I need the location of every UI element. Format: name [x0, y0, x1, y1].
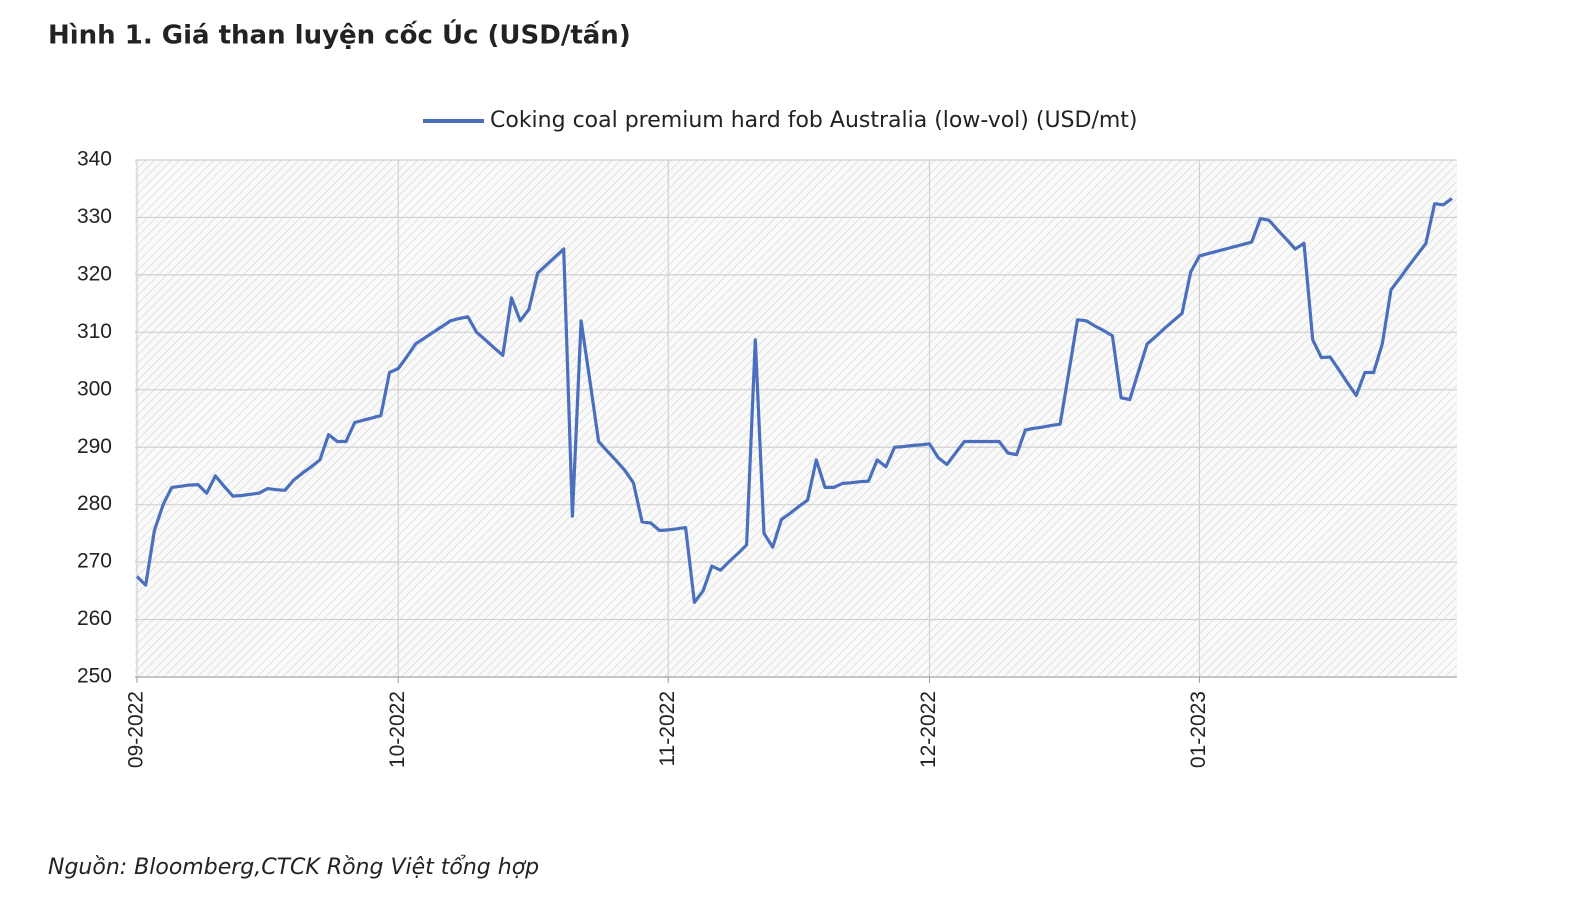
x-tick-label: 09-2022 [125, 691, 148, 768]
chart-title: Hình 1. Giá than luyện cốc Úc (USD/tấn) [48, 19, 631, 51]
y-tick-label: 330 [77, 205, 112, 228]
x-tick-label: 10-2022 [386, 691, 409, 768]
y-tick-label: 310 [77, 320, 112, 343]
y-tick-label: 270 [77, 550, 112, 573]
y-tick-label: 290 [77, 435, 112, 458]
legend-label: Coking coal premium hard fob Australia (… [490, 108, 1138, 133]
source-note: Nguồn: Bloomberg,CTCK Rồng Việt tổng hợp [48, 855, 539, 880]
plot-area [135, 160, 1457, 677]
x-tick-label: 11-2022 [656, 691, 679, 767]
y-tick-label: 340 [77, 148, 112, 171]
y-tick-label: 260 [77, 607, 112, 630]
y-tick-label: 300 [77, 377, 112, 400]
y-tick-label: 320 [77, 262, 112, 285]
y-tick-label: 280 [77, 492, 112, 515]
y-tick-label: 250 [77, 665, 112, 688]
x-tick-label: 01-2023 [1187, 691, 1210, 768]
x-tick-label: 12-2022 [917, 691, 940, 768]
series-line [135, 197, 1453, 604]
